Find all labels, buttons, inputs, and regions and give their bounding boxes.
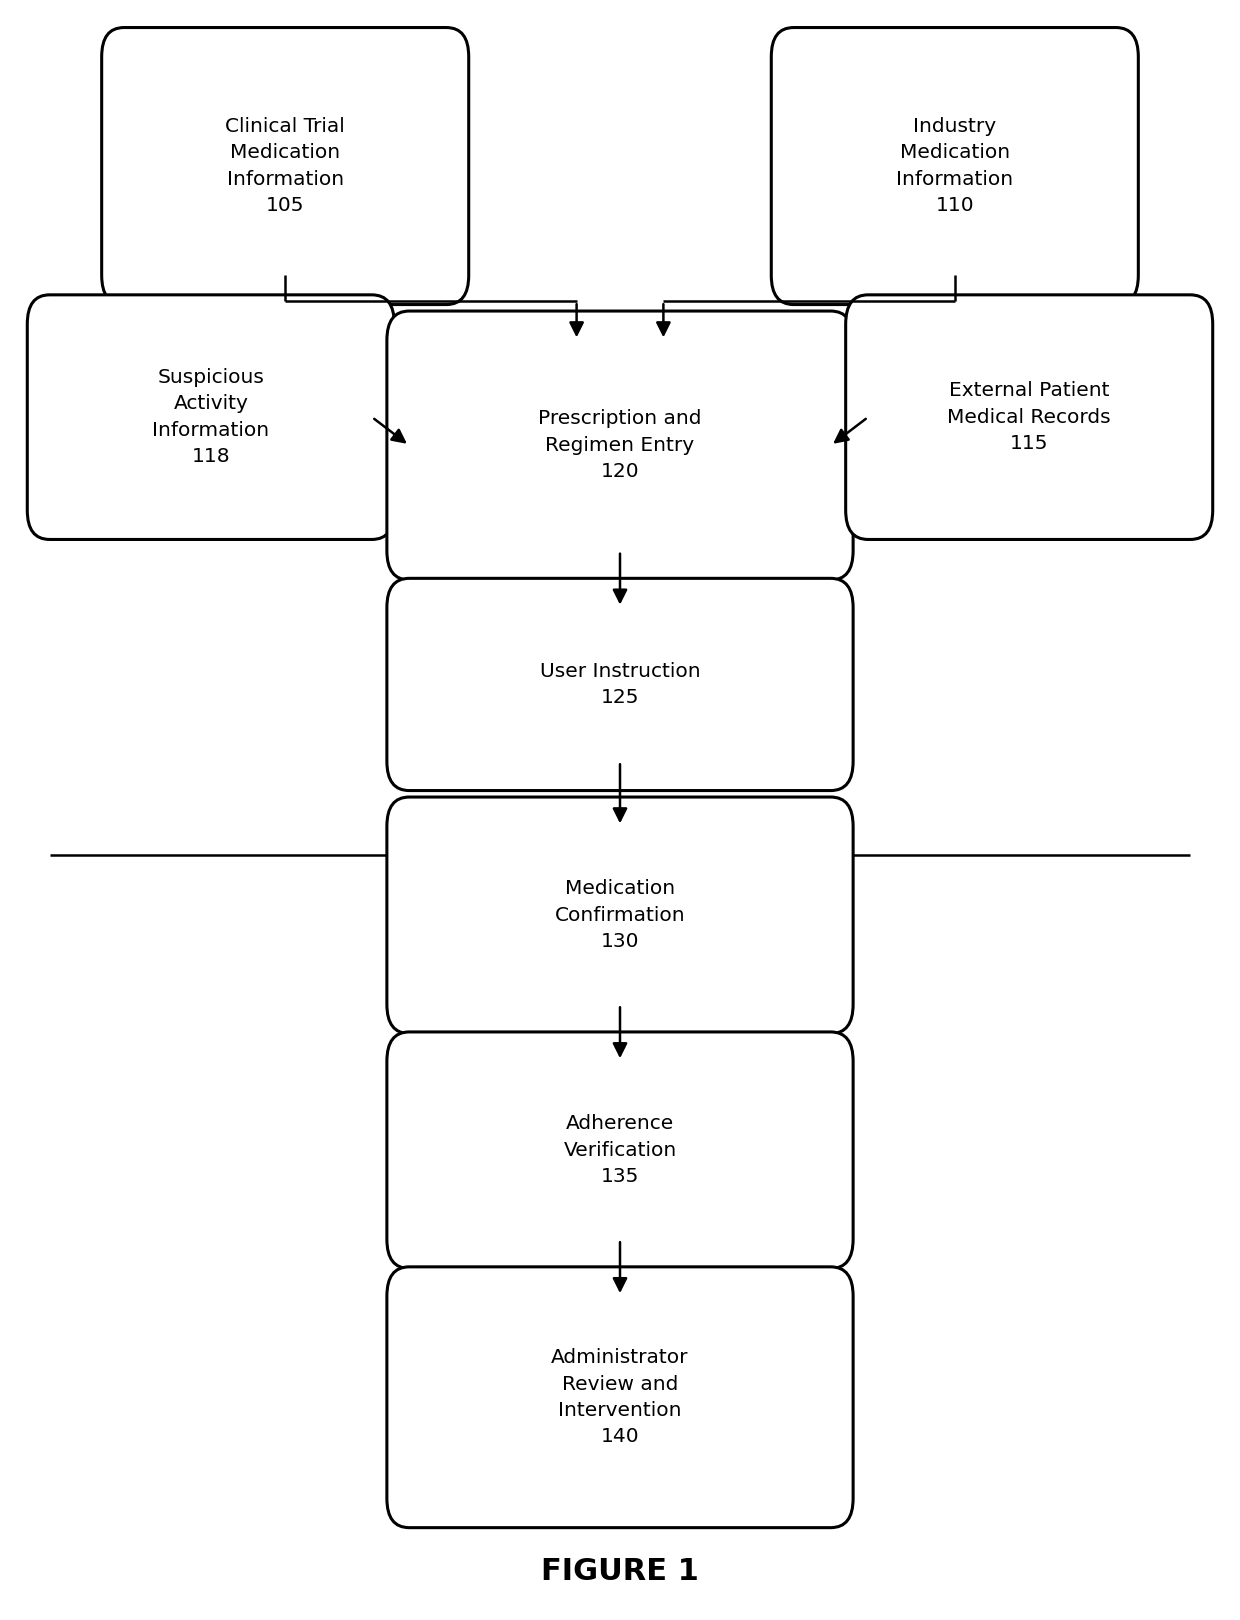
FancyBboxPatch shape [387,797,853,1034]
Text: Administrator
Review and
Intervention
140: Administrator Review and Intervention 14… [552,1348,688,1447]
Text: External Patient
Medical Records
115: External Patient Medical Records 115 [947,381,1111,454]
FancyBboxPatch shape [102,28,469,305]
Text: Medication
Confirmation
130: Medication Confirmation 130 [554,880,686,951]
Text: Suspicious
Activity
Information
118: Suspicious Activity Information 118 [153,368,269,467]
Text: Adherence
Verification
135: Adherence Verification 135 [563,1115,677,1186]
Text: Industry
Medication
Information
110: Industry Medication Information 110 [897,117,1013,215]
FancyBboxPatch shape [846,295,1213,539]
Text: Clinical Trial
Medication
Information
105: Clinical Trial Medication Information 10… [226,117,345,215]
Text: FIGURE 1: FIGURE 1 [541,1557,699,1586]
Text: User Instruction
125: User Instruction 125 [539,661,701,708]
Text: Prescription and
Regimen Entry
120: Prescription and Regimen Entry 120 [538,410,702,481]
FancyBboxPatch shape [387,1032,853,1268]
FancyBboxPatch shape [27,295,394,539]
FancyBboxPatch shape [387,578,853,791]
FancyBboxPatch shape [771,28,1138,305]
FancyBboxPatch shape [387,311,853,580]
FancyBboxPatch shape [387,1267,853,1528]
